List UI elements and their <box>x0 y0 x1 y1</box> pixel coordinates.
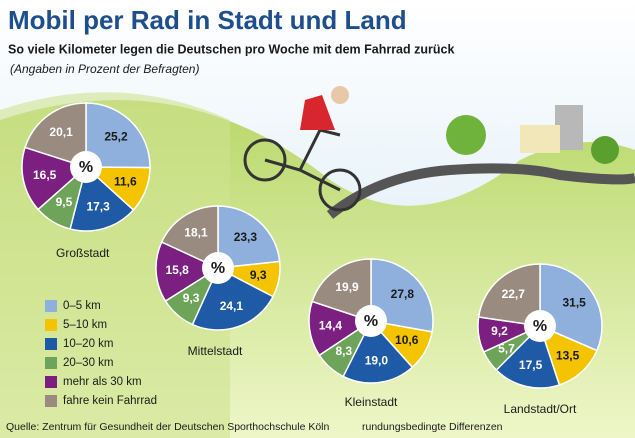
pie-slice <box>342 319 414 384</box>
pie-slice <box>538 324 598 386</box>
value-label: 24,1 <box>220 299 244 313</box>
center-label: % <box>211 260 225 277</box>
legend-swatch <box>45 395 57 407</box>
legend-swatch <box>45 376 57 388</box>
pie-center <box>202 252 234 284</box>
value-label: 16,5 <box>33 168 57 182</box>
pie-title: Großstadt <box>56 246 110 260</box>
value-label: 15,8 <box>165 263 189 277</box>
value-label: 22,7 <box>502 287 526 301</box>
pie-title: Landstadt/Ort <box>504 402 577 416</box>
pie-center <box>355 305 387 337</box>
pie-slice <box>217 205 281 269</box>
value-label: 14,4 <box>319 319 343 333</box>
pie-center <box>524 310 556 342</box>
value-label: 23,3 <box>234 230 258 244</box>
legend: 0–5 km 5–10 km 10–20 km 20–30 km mehr als 30… <box>45 300 157 407</box>
title: Mobil per Rad in Stadt und Land <box>8 5 407 35</box>
pie-chart: 25,2 11,6 17,3 9,5 16,5 20,1% Großstadt <box>21 102 151 260</box>
value-label: 18,1 <box>184 226 208 240</box>
value-label: 11,6 <box>114 175 137 189</box>
value-label: 9,2 <box>491 324 508 338</box>
value-label: 5,7 <box>498 342 515 356</box>
source: Quelle: Zentrum für Gesundheit der Deuts… <box>6 421 330 433</box>
pie-slice <box>477 263 541 327</box>
pie-title: Kleinstadt <box>345 395 398 409</box>
value-label: 20,1 <box>49 125 73 139</box>
pie-slice <box>24 102 87 169</box>
pies: 25,2 11,6 17,3 9,5 16,5 20,1% Großstadt 23,3 9,3… <box>21 102 603 416</box>
pie-slice <box>85 102 151 169</box>
pie-chart: 23,3 9,3 24,1 9,3 15,8 18,1% Mittelstadt <box>155 205 281 358</box>
cyclist <box>243 86 362 212</box>
value-label: 13,5 <box>556 348 580 362</box>
pie-slice <box>21 146 88 211</box>
value-label: 10,6 <box>395 333 419 347</box>
pie-slice <box>311 258 372 323</box>
legend-label: 5–10 km <box>63 319 107 331</box>
bush <box>591 136 619 164</box>
value-label: 17,3 <box>86 200 110 214</box>
value-label: 19,0 <box>365 354 389 368</box>
value-label: 19,9 <box>335 280 359 294</box>
legend-label: 20–30 km <box>63 357 114 369</box>
value-label: 27,8 <box>391 287 415 301</box>
value-label: 8,3 <box>335 344 352 358</box>
pie-slice <box>155 241 220 303</box>
value-label: 31,5 <box>562 296 586 310</box>
value-label: 9,3 <box>250 268 267 282</box>
legend-label: 10–20 km <box>63 338 114 350</box>
center-label: % <box>533 318 547 335</box>
pie-chart: 27,8 10,6 19,0 8,3 14,4 19,9% Kleinstadt <box>308 258 434 409</box>
value-label: 9,3 <box>183 291 200 305</box>
pie-title: Mittelstadt <box>188 344 243 358</box>
legend-swatch <box>45 357 57 369</box>
pie-slice <box>370 258 434 333</box>
legend-swatch <box>45 319 57 331</box>
value-label: 9,5 <box>56 195 73 209</box>
legend-label: mehr als 30 km <box>63 376 142 388</box>
legend-label: 0–5 km <box>63 300 101 312</box>
building <box>520 125 560 153</box>
pie-slice <box>308 300 373 357</box>
legend-swatch <box>45 300 57 312</box>
subtitle: So viele Kilometer legen die Deutschen p… <box>8 42 454 56</box>
center-label: % <box>364 313 378 330</box>
value-label: 25,2 <box>104 129 128 143</box>
legend-label: fahre kein Fahrrad <box>63 395 157 407</box>
pie-slice <box>191 266 275 331</box>
pie-slice <box>160 205 219 270</box>
center-label: % <box>79 159 93 176</box>
road <box>326 163 635 219</box>
pie-center <box>70 151 102 183</box>
pie-chart: 31,5 13,5 17,5 5,7 9,2 22,7% Landstadt/Ort <box>477 263 603 416</box>
tree <box>446 115 486 155</box>
footnote: rundungsbedingte Differenzen <box>362 421 503 433</box>
legend-swatch <box>45 338 57 350</box>
value-label: 17,5 <box>519 358 543 372</box>
note: (Angaben in Prozent der Befragten) <box>10 62 199 76</box>
